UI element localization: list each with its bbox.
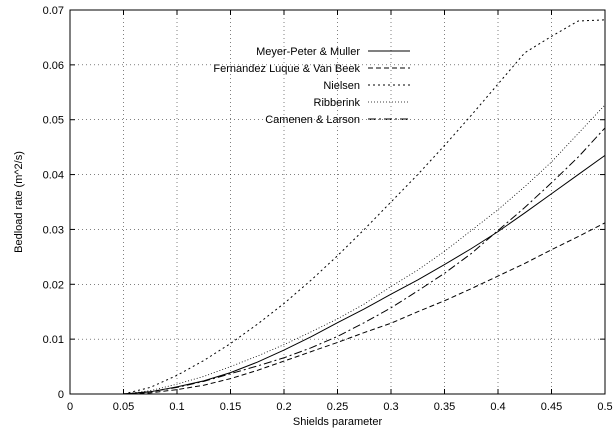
y-axis-title: Bedload rate (m^2/s) (13, 151, 25, 253)
y-tick-label: 0 (58, 389, 64, 401)
legend-label: Nielsen (323, 80, 360, 92)
x-tick-label: 0.35 (434, 401, 455, 413)
ticks: 0 0.05 0.1 0.15 0.2 0.25 0.3 0.35 0.4 0.45 0.5 0 0.0… (43, 5, 613, 413)
y-tick-label: 0.04 (43, 170, 64, 182)
x-tick-label: 0.25 (327, 401, 348, 413)
series-group (123, 19, 606, 395)
series-line (123, 19, 606, 395)
y-tick-label: 0.06 (43, 60, 64, 72)
legend-label: Fernandez Luque & Van Beek (213, 63, 360, 75)
x-tick-label: 0.05 (113, 401, 134, 413)
legend-label: Camenen & Larson (265, 114, 360, 126)
x-tick-label: 0.2 (276, 401, 291, 413)
x-tick-label: 0 (67, 401, 73, 413)
y-tick-label: 0.03 (43, 224, 64, 236)
y-tick-label: 0.01 (43, 334, 64, 346)
x-tick-label: 0.5 (597, 401, 612, 413)
y-tick-label: 0.05 (43, 115, 64, 127)
series-line (123, 154, 606, 395)
legend-label: Ribberink (314, 97, 361, 109)
series-line (123, 222, 606, 395)
legend: Meyer-Peter & Muller Fernandez Luque & Va… (213, 46, 410, 126)
x-tick-label: 0.4 (490, 401, 505, 413)
x-axis-title: Shields parameter (293, 416, 383, 428)
x-tick-label: 0.1 (169, 401, 184, 413)
y-tick-label: 0.02 (43, 279, 64, 291)
x-tick-label: 0.45 (541, 401, 562, 413)
x-tick-label: 0.3 (383, 401, 398, 413)
series-line (123, 104, 606, 395)
legend-label: Meyer-Peter & Muller (256, 46, 360, 58)
grid (70, 10, 605, 394)
y-tick-label: 0.07 (43, 5, 64, 17)
x-tick-label: 0.15 (220, 401, 241, 413)
series-line (123, 127, 606, 395)
